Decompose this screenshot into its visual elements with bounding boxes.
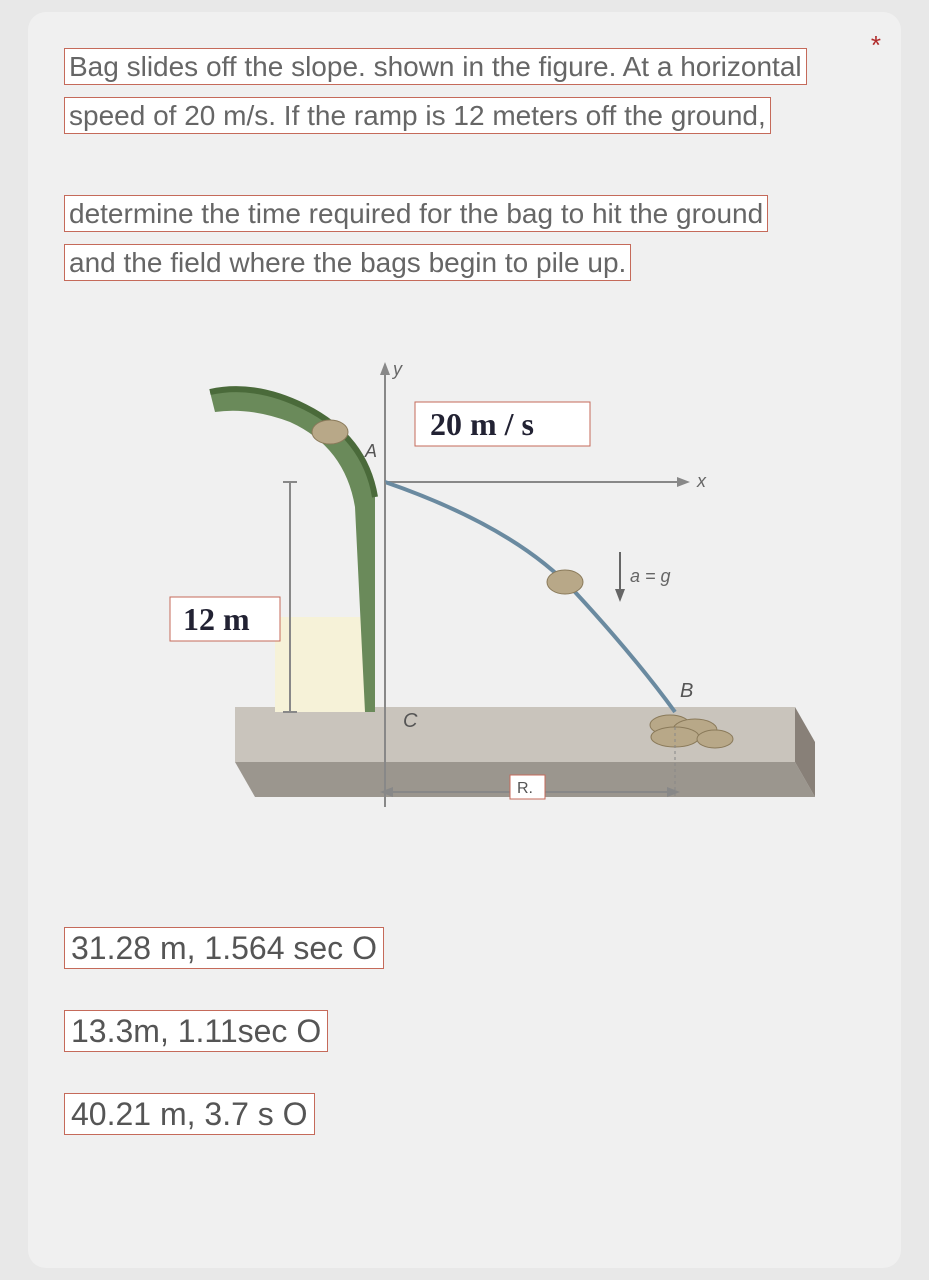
bag-mid [547,570,583,594]
option-c: 40.21 m, 3.7 s O [64,1093,315,1135]
q-line2: speed of 20 m/s. If the ramp is 12 meter… [64,97,771,134]
x-axis-arrow [677,477,690,487]
option-a-row[interactable]: 31.28 m, 1.564 sec O [64,907,865,990]
gravity-arrowhead [615,589,625,602]
option-b: 13.3m, 1.11sec O [64,1010,328,1052]
bag-top [312,420,348,444]
height-label: 12 m [183,601,250,637]
required-asterisk: * [871,30,881,61]
option-c-row[interactable]: 40.21 m, 3.7 s O [64,1073,865,1156]
q-line4: and the field where the bags begin to pi… [64,244,631,281]
option-a: 31.28 m, 1.564 sec O [64,927,384,969]
bag-pile-4 [697,730,733,748]
q-line1: Bag slides off the slope. shown in the f… [64,48,807,85]
range-label: R. [517,780,533,797]
point-b-label: B [680,680,693,702]
question-text: Bag slides off the slope. shown in the f… [64,42,865,287]
x-axis-label: x [696,471,707,491]
velocity-label: 20 m / s [430,406,534,442]
q-line3: determine the time required for the bag … [64,195,768,232]
point-a-label: A [364,441,377,461]
point-c-label: C [403,710,418,732]
answer-options: 31.28 m, 1.564 sec O 13.3m, 1.11sec O 40… [64,907,865,1157]
y-axis-label: y [391,359,403,379]
y-axis-arrow [380,362,390,375]
option-b-row[interactable]: 13.3m, 1.11sec O [64,990,865,1073]
physics-diagram: y x A 20 m / s a = g 12 m [115,327,815,847]
trajectory [385,482,675,712]
diagram-svg: y x A 20 m / s a = g 12 m [115,327,815,847]
gravity-label: a = g [630,566,671,586]
question-card: * Bag slides off the slope. shown in the… [28,12,901,1268]
